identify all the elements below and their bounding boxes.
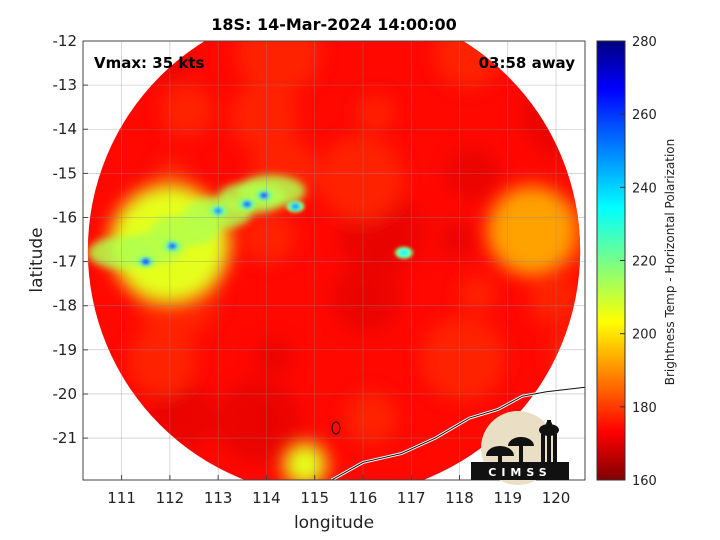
plot-area xyxy=(83,41,585,480)
colorbar-tick-label: 280 xyxy=(632,35,657,50)
plot-frame xyxy=(82,40,586,481)
y-tick-label: -12 xyxy=(53,32,78,50)
x-tick-label: 118 xyxy=(445,489,474,507)
core-center xyxy=(290,202,300,210)
colorbar-tick-label: 220 xyxy=(632,255,657,270)
plot-title: 18S: 14-Mar-2024 14:00:00 xyxy=(211,15,457,34)
y-tick-label: -14 xyxy=(53,120,78,138)
x-tick-label: 120 xyxy=(542,489,571,507)
y-tick-label: -21 xyxy=(53,429,78,447)
colorbar-tick-label: 260 xyxy=(632,108,657,123)
y-tick-label: -19 xyxy=(53,341,78,359)
colorbar-ticks: 160 180 200 220 240 260 280 xyxy=(620,35,657,489)
x-tick-label: 113 xyxy=(204,489,233,507)
core-center xyxy=(242,200,252,208)
colorbar-label: Brightness Temp - Horizontal Polarizatio… xyxy=(663,139,677,386)
grid-lines xyxy=(83,41,585,480)
feature-broad xyxy=(283,442,328,480)
x-tick-label: 114 xyxy=(252,489,281,507)
cimss-logo: CIMSS xyxy=(471,411,569,485)
y-tick-label: -15 xyxy=(53,164,78,182)
colorbar-tick-label: 240 xyxy=(632,181,657,196)
colorbar-tick-label: 180 xyxy=(632,401,657,416)
coastline-edge xyxy=(331,386,585,480)
core-center xyxy=(167,242,177,250)
y-tick-label: -17 xyxy=(53,253,78,271)
x-axis-label: longitude xyxy=(294,513,374,533)
colorbar-tick-label: 200 xyxy=(632,328,657,343)
y-tick-label: -16 xyxy=(53,208,78,226)
colorbar: 160 180 200 220 240 260 280 Brightness Temp - … xyxy=(596,35,677,489)
cimss-logo-text: CIMSS xyxy=(488,466,551,479)
vmax-label: Vmax: 35 kts xyxy=(94,54,204,72)
y-axis-ticks: -12 -13 -14 -15 -16 -17 -18 -19 -20 -21 xyxy=(53,32,88,447)
y-tick-label: -20 xyxy=(53,385,78,403)
island-outline xyxy=(331,421,341,435)
feature-broad xyxy=(486,185,577,276)
colorbar-tick-label: 160 xyxy=(632,474,657,489)
x-tick-label: 111 xyxy=(107,489,136,507)
x-tick-label: 117 xyxy=(397,489,426,507)
x-axis-ticks: 111 112 113 114 115 116 117 118 119 120 xyxy=(107,475,570,507)
y-tick-label: -13 xyxy=(53,76,78,94)
y-axis-label: latitude xyxy=(27,227,47,292)
y-tick-label: -18 xyxy=(53,297,78,315)
rainband-body xyxy=(87,175,306,269)
x-tick-label: 119 xyxy=(493,489,522,507)
time-away-label: 03:58 away xyxy=(479,54,576,72)
core-center xyxy=(399,249,409,257)
x-tick-label: 116 xyxy=(349,489,378,507)
core-center xyxy=(259,191,269,199)
x-tick-label: 115 xyxy=(300,489,329,507)
x-tick-label: 112 xyxy=(156,489,185,507)
